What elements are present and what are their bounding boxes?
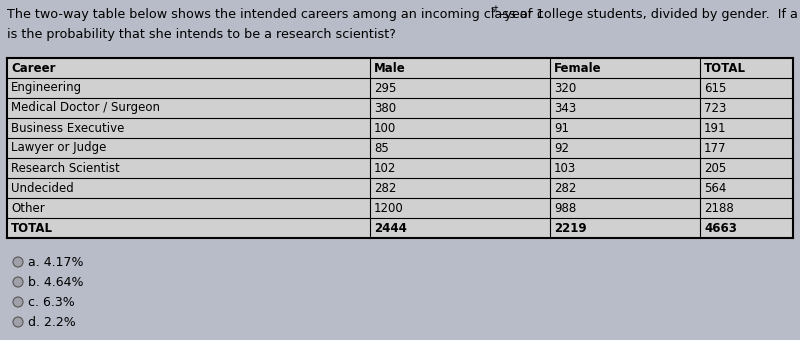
Circle shape: [13, 257, 23, 267]
Text: 91: 91: [554, 121, 569, 135]
Text: 282: 282: [374, 182, 396, 194]
Text: d. 2.2%: d. 2.2%: [28, 316, 76, 328]
Text: 1200: 1200: [374, 202, 404, 215]
Text: Career: Career: [11, 62, 55, 74]
Text: 988: 988: [554, 202, 576, 215]
Text: c. 6.3%: c. 6.3%: [28, 295, 74, 308]
Text: Medical Doctor / Surgeon: Medical Doctor / Surgeon: [11, 102, 160, 115]
Text: Male: Male: [374, 62, 406, 74]
Text: 320: 320: [554, 82, 576, 95]
Text: a. 4.17%: a. 4.17%: [28, 255, 83, 269]
Text: 380: 380: [374, 102, 396, 115]
Text: Other: Other: [11, 202, 45, 215]
Text: 615: 615: [704, 82, 726, 95]
Text: 103: 103: [554, 162, 576, 174]
Text: 2444: 2444: [374, 221, 407, 235]
Text: 102: 102: [374, 162, 396, 174]
Text: 4663: 4663: [704, 221, 737, 235]
Text: 343: 343: [554, 102, 576, 115]
Text: 295: 295: [374, 82, 396, 95]
Circle shape: [13, 297, 23, 307]
Bar: [7, 58, 793, 238]
Text: 92: 92: [554, 141, 569, 154]
Text: -year college students, divided by gender.  If a fema: -year college students, divided by gende…: [500, 8, 800, 21]
Text: 564: 564: [704, 182, 726, 194]
Text: Engineering: Engineering: [11, 82, 82, 95]
Text: Female: Female: [554, 62, 602, 74]
Circle shape: [13, 317, 23, 327]
Text: b. 4.64%: b. 4.64%: [28, 275, 83, 289]
Text: 177: 177: [704, 141, 726, 154]
Text: Business Executive: Business Executive: [11, 121, 124, 135]
Text: 723: 723: [704, 102, 726, 115]
Text: is the probability that she intends to be a research scientist?: is the probability that she intends to b…: [7, 28, 396, 41]
Circle shape: [13, 277, 23, 287]
Text: 2188: 2188: [704, 202, 734, 215]
Text: The two-way table below shows the intended careers among an incoming class of 1: The two-way table below shows the intend…: [7, 8, 544, 21]
Text: 191: 191: [704, 121, 726, 135]
Text: 100: 100: [374, 121, 396, 135]
Text: TOTAL: TOTAL: [704, 62, 746, 74]
Text: 205: 205: [704, 162, 726, 174]
Text: TOTAL: TOTAL: [11, 221, 53, 235]
Text: Undecided: Undecided: [11, 182, 74, 194]
Text: Research Scientist: Research Scientist: [11, 162, 120, 174]
Text: st: st: [491, 5, 499, 14]
Text: Lawyer or Judge: Lawyer or Judge: [11, 141, 106, 154]
Text: 85: 85: [374, 141, 389, 154]
Text: 282: 282: [554, 182, 576, 194]
Text: 2219: 2219: [554, 221, 586, 235]
